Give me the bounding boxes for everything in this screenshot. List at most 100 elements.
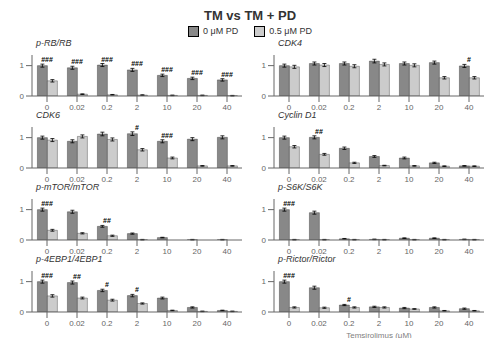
svg-text:###: ### — [161, 66, 173, 73]
svg-text:2: 2 — [377, 175, 382, 182]
html-text:Cyclin D1: Cyclin D1 — [278, 110, 317, 120]
svg-text:2: 2 — [377, 319, 382, 328]
svg-text:40: 40 — [465, 319, 474, 328]
svg-text:20: 20 — [193, 175, 202, 182]
svg-text:10: 10 — [405, 247, 414, 254]
svg-text:20: 20 — [435, 103, 444, 110]
svg-text:0: 0 — [262, 92, 267, 101]
svg-text:1: 1 — [20, 205, 25, 214]
svg-text:10: 10 — [163, 247, 172, 254]
svg-text:0.2: 0.2 — [101, 247, 113, 254]
svg-text:###: ### — [41, 200, 53, 207]
svg-text:1: 1 — [262, 277, 267, 286]
svg-text:20: 20 — [193, 103, 202, 110]
svg-text:0.02: 0.02 — [69, 319, 85, 326]
svg-text:2: 2 — [135, 247, 140, 254]
svg-text:##: ## — [73, 273, 81, 280]
svg-text:###: ### — [131, 60, 143, 67]
svg-text:40: 40 — [465, 247, 474, 254]
svg-text:40: 40 — [223, 247, 232, 254]
html-text:TM vs TM + PD: TM vs TM + PD — [203, 8, 296, 23]
svg-text:40: 40 — [465, 103, 474, 110]
svg-text:0: 0 — [262, 308, 267, 317]
svg-text:0.02: 0.02 — [311, 103, 327, 110]
svg-text:0: 0 — [45, 319, 50, 326]
svg-text:20: 20 — [435, 247, 444, 254]
svg-text:###: ### — [101, 56, 113, 63]
svg-text:0.2: 0.2 — [101, 319, 113, 326]
svg-text:###: ### — [283, 272, 295, 279]
svg-text:2: 2 — [377, 103, 382, 110]
svg-text:1: 1 — [20, 133, 25, 142]
svg-text:#: # — [135, 124, 139, 131]
svg-text:###: ### — [161, 132, 173, 139]
svg-text:0: 0 — [20, 236, 25, 245]
svg-text:0.2: 0.2 — [343, 247, 355, 254]
svg-text:10: 10 — [163, 103, 172, 110]
svg-text:20: 20 — [435, 175, 444, 182]
svg-text:#: # — [347, 296, 351, 303]
svg-text:1: 1 — [262, 205, 267, 214]
svg-text:10: 10 — [163, 175, 172, 182]
svg-text:1: 1 — [262, 61, 267, 70]
svg-text:10: 10 — [405, 175, 414, 182]
svg-text:0.02: 0.02 — [69, 247, 85, 254]
svg-text:2: 2 — [135, 175, 140, 182]
svg-text:###: ### — [41, 272, 53, 279]
svg-text:0: 0 — [45, 175, 50, 182]
svg-text:20: 20 — [193, 319, 202, 326]
html-text:CDK4: CDK4 — [278, 38, 302, 48]
svg-text:###: ### — [191, 69, 203, 76]
svg-text:#: # — [105, 281, 109, 288]
svg-text:Temsirolimus (μM): Temsirolimus (μM) — [346, 331, 412, 338]
svg-text:0.2: 0.2 — [101, 175, 113, 182]
svg-text:0: 0 — [262, 164, 267, 173]
svg-text:2: 2 — [135, 103, 140, 110]
svg-text:0: 0 — [287, 319, 292, 328]
svg-text:##: ## — [103, 217, 111, 224]
svg-text:2: 2 — [135, 319, 140, 326]
svg-text:0.02: 0.02 — [311, 175, 327, 182]
svg-text:0: 0 — [262, 236, 267, 245]
svg-text:40: 40 — [223, 319, 232, 326]
svg-text:0.02: 0.02 — [69, 103, 85, 110]
html-text:0 μM PD: 0 μM PD — [203, 26, 239, 36]
svg-text:20: 20 — [435, 319, 444, 328]
svg-text:0.2: 0.2 — [101, 103, 113, 110]
svg-text:10: 10 — [405, 319, 414, 328]
svg-text:40: 40 — [223, 175, 232, 182]
svg-text:0.2: 0.2 — [343, 175, 355, 182]
svg-text:##: ## — [315, 128, 323, 135]
svg-text:20: 20 — [193, 247, 202, 254]
svg-text:0.02: 0.02 — [311, 247, 327, 254]
svg-text:0.2: 0.2 — [343, 319, 355, 328]
svg-text:###: ### — [41, 56, 53, 63]
svg-text:0: 0 — [287, 175, 292, 182]
html-text:0.5 μM PD: 0.5 μM PD — [269, 26, 312, 36]
svg-text:###: ### — [71, 58, 83, 65]
svg-text:1: 1 — [262, 133, 267, 142]
svg-text:10: 10 — [163, 319, 172, 326]
svg-text:1: 1 — [20, 277, 25, 286]
svg-text:###: ### — [283, 200, 295, 207]
svg-text:2: 2 — [377, 247, 382, 254]
svg-text:0.02: 0.02 — [69, 175, 85, 182]
svg-text:###: ### — [221, 71, 233, 78]
html-text:p-RB/RB: p-RB/RB — [36, 38, 72, 48]
svg-text:0.02: 0.02 — [311, 319, 327, 328]
svg-text:0: 0 — [287, 247, 292, 254]
svg-text:0: 0 — [20, 92, 25, 101]
svg-text:40: 40 — [223, 103, 232, 110]
svg-text:10: 10 — [405, 103, 414, 110]
svg-text:0: 0 — [45, 247, 50, 254]
svg-text:0: 0 — [287, 103, 292, 110]
html-text:CDK6: CDK6 — [36, 110, 60, 120]
svg-text:#: # — [467, 56, 471, 63]
svg-text:0.2: 0.2 — [343, 103, 355, 110]
svg-text:40: 40 — [465, 175, 474, 182]
svg-text:0: 0 — [20, 164, 25, 173]
svg-text:1: 1 — [20, 61, 25, 70]
svg-text:0: 0 — [20, 308, 25, 317]
svg-text:0: 0 — [45, 103, 50, 110]
svg-text:#: # — [135, 286, 139, 293]
